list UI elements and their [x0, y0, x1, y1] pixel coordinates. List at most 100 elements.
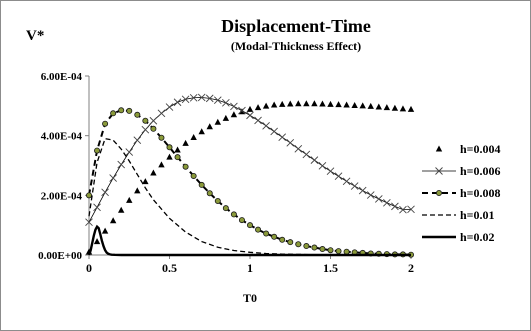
data-point — [374, 195, 383, 203]
data-point-stroke-b — [157, 109, 166, 118]
data-point — [214, 198, 221, 205]
data-point — [190, 133, 197, 140]
data-point — [287, 239, 294, 246]
data-point — [165, 103, 174, 111]
y-axis-label: V* — [26, 28, 44, 44]
data-point — [174, 154, 181, 161]
data-point — [110, 110, 117, 117]
data-point — [197, 93, 206, 102]
x-axis-label: T0 — [243, 291, 257, 305]
data-point — [126, 196, 133, 203]
data-point-stroke-b — [246, 111, 254, 120]
data-point-stroke-b — [383, 198, 391, 207]
data-point — [295, 100, 302, 107]
data-point — [174, 146, 181, 153]
data-point — [230, 211, 237, 218]
data-point — [230, 102, 238, 111]
series-line — [88, 109, 412, 256]
data-point-stroke-b — [342, 177, 351, 186]
legend-label: h=0.008 — [460, 186, 501, 200]
data-point — [222, 99, 230, 107]
data-point — [102, 120, 109, 127]
data-point — [198, 128, 205, 135]
data-point — [173, 98, 182, 107]
y-tick-label: 6.00E-04 — [41, 71, 83, 83]
series-h-0-006 — [85, 93, 415, 227]
series-line — [88, 137, 412, 256]
data-point — [335, 101, 342, 108]
x-tick-label: 1.5 — [323, 261, 338, 275]
data-point-stroke-b — [310, 156, 319, 164]
data-point-stroke-b — [101, 188, 109, 197]
data-point — [270, 101, 278, 108]
data-point-stroke-b — [189, 93, 198, 102]
data-point — [150, 169, 157, 176]
data-point — [311, 100, 318, 107]
data-point — [343, 101, 350, 108]
data-point — [205, 94, 214, 103]
data-point-stroke-b — [407, 205, 415, 214]
legend-swatch-marker — [435, 145, 443, 152]
legend-swatch-marker — [435, 167, 443, 175]
data-point — [109, 217, 117, 224]
data-point — [303, 100, 310, 107]
data-point-stroke-b — [278, 133, 287, 141]
data-point — [319, 246, 326, 253]
data-point — [190, 172, 197, 179]
legend-item: h=0.008 — [422, 186, 501, 200]
data-point — [327, 100, 334, 107]
data-point — [109, 174, 117, 182]
data-point — [166, 153, 173, 160]
data-point — [399, 105, 407, 112]
data-point — [279, 100, 286, 107]
y-tick-label: 0.00E+00 — [38, 250, 82, 262]
data-point — [311, 244, 318, 251]
data-point-stroke-b — [334, 172, 343, 181]
data-point — [134, 111, 141, 118]
data-point — [214, 118, 221, 125]
series-layer — [85, 93, 415, 258]
data-point-stroke-b — [213, 96, 222, 104]
data-point — [407, 205, 415, 214]
data-point — [222, 114, 230, 121]
data-point-stroke-b — [109, 174, 117, 182]
data-point — [407, 105, 415, 112]
data-point — [262, 122, 270, 130]
data-point-stroke-b — [302, 150, 311, 159]
legend-item: h=0.01 — [422, 208, 495, 222]
data-point — [85, 218, 93, 227]
data-point — [326, 167, 335, 175]
data-point — [141, 125, 150, 134]
data-point — [166, 144, 173, 151]
data-point-stroke-b — [85, 218, 93, 227]
data-point — [319, 100, 326, 107]
data-point-stroke-b — [254, 116, 262, 125]
data-point — [254, 104, 262, 111]
data-point-stroke-b — [238, 106, 246, 115]
data-point — [206, 123, 213, 130]
data-point — [118, 206, 125, 213]
data-point — [294, 144, 303, 153]
data-point — [303, 243, 310, 250]
data-point — [246, 111, 254, 120]
series-h-0-008 — [86, 107, 414, 258]
data-point — [375, 103, 382, 110]
data-point-stroke-b — [391, 202, 399, 211]
data-point — [182, 139, 189, 146]
data-point — [181, 95, 190, 104]
data-point — [391, 104, 399, 111]
legend-item: h=0.006 — [422, 164, 501, 178]
data-point-stroke-b — [197, 93, 206, 102]
data-point — [271, 233, 278, 240]
x-tick-label: 1 — [247, 261, 253, 275]
data-point-stroke-b — [125, 148, 134, 156]
data-point — [287, 100, 294, 107]
data-point — [359, 102, 366, 109]
data-point — [286, 139, 295, 147]
series-line — [87, 224, 411, 257]
x-tick-label: 0.5 — [162, 261, 177, 275]
data-point — [149, 116, 158, 125]
legend-label: h=0.006 — [460, 164, 501, 178]
legend-item: h=0.004 — [435, 142, 501, 156]
